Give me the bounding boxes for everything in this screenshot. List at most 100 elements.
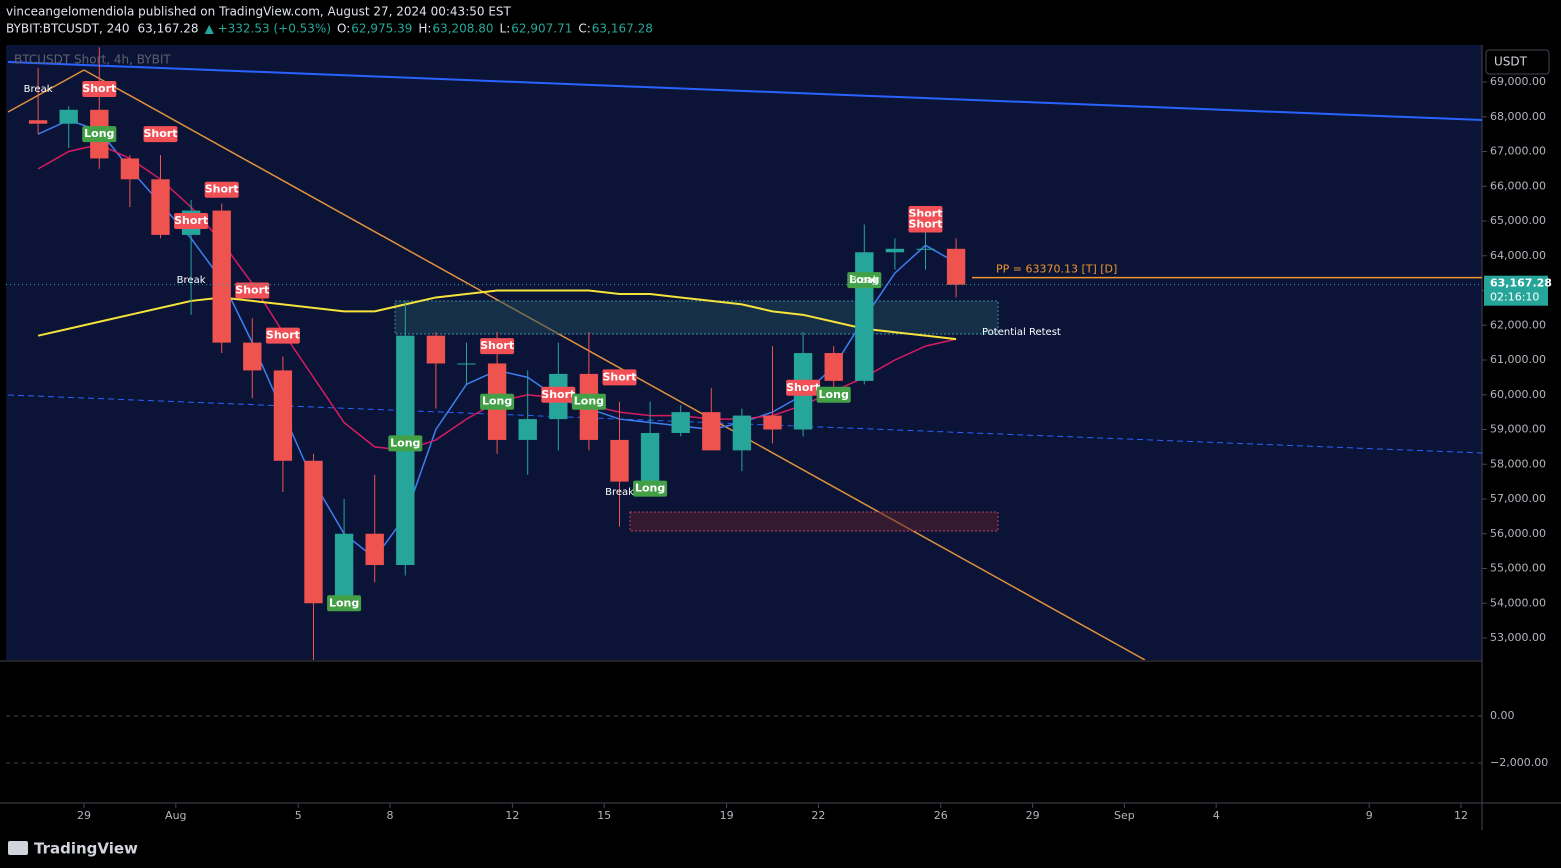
signal-box <box>82 80 117 97</box>
y-tick-label: 62,000.00 <box>1490 318 1546 331</box>
candle-body <box>763 415 782 430</box>
signal-label: Short <box>174 214 208 227</box>
currency-box <box>1485 49 1550 75</box>
signal-label: Short <box>266 329 300 342</box>
macd-tick-label: 0.00 <box>1490 709 1515 722</box>
candle-body <box>426 335 446 364</box>
header-l-label: L: <box>500 22 511 36</box>
legend: BTCUSDT Short, 4h, BYBIT <box>14 53 171 67</box>
y-tick-label: 67,000.00 <box>1490 145 1546 158</box>
x-tick-label: 15 <box>597 809 611 822</box>
y-tick-label: 58,000.00 <box>1490 457 1546 470</box>
header-c-label: C: <box>578 22 590 36</box>
candle-body <box>59 109 78 124</box>
x-tick-label: Aug <box>165 809 186 822</box>
signal-box <box>82 126 117 143</box>
y-tick-label: 57,000.00 <box>1490 492 1546 505</box>
y-tick-label: 53,000.00 <box>1490 631 1546 644</box>
signal-box <box>602 369 637 386</box>
break-label: Break <box>605 487 634 498</box>
y-tick-label: 61,000.00 <box>1490 353 1546 366</box>
y-tick-label: 60,000.00 <box>1490 388 1546 401</box>
signal-box <box>204 181 239 198</box>
header-l: 62,907.71 <box>511 22 572 36</box>
published-line: vinceangelomendiola published on Trading… <box>6 5 512 19</box>
signal-box <box>816 386 851 403</box>
x-tick-label: 9 <box>1366 809 1373 822</box>
signal-label: Short <box>82 82 116 95</box>
candle-body <box>28 120 48 124</box>
x-tick-label: 29 <box>77 809 91 822</box>
signal-label: Short <box>786 381 820 394</box>
signal-label: Long <box>390 436 420 449</box>
x-tick-label: 4 <box>1213 809 1220 822</box>
y-tick-label: 56,000.00 <box>1490 527 1546 540</box>
candle-body <box>457 363 476 365</box>
price-tag <box>1484 275 1548 306</box>
candle-body <box>518 419 537 440</box>
signal-box <box>633 480 668 497</box>
x-tick-label: 5 <box>295 809 302 822</box>
candle-body <box>212 210 231 343</box>
signal-box <box>480 338 515 355</box>
signal-box <box>235 282 270 299</box>
y-tick-label: 54,000.00 <box>1490 596 1546 609</box>
signal-label: Short <box>480 339 514 352</box>
signal-box <box>908 216 943 233</box>
signal-label: Long <box>635 482 665 495</box>
candle-body <box>946 248 966 285</box>
y-tick-label: 69,000.00 <box>1490 75 1546 88</box>
x-tick-label: 12 <box>1454 809 1468 822</box>
header-change: ▲ +332.53 (+0.53%) <box>205 22 331 36</box>
y-tick-label: 59,000.00 <box>1490 423 1546 436</box>
signal-label: Long <box>849 273 879 286</box>
zone <box>394 300 999 335</box>
candle-body <box>243 342 262 371</box>
y-tick-label: 55,000.00 <box>1490 562 1546 575</box>
y-tick-label: 65,000.00 <box>1490 214 1546 227</box>
signal-box <box>480 393 515 410</box>
macd-tick-label: −2,000.00 <box>1490 756 1548 769</box>
signal-label: Short <box>909 217 943 230</box>
currency: USDT <box>1494 55 1528 69</box>
header-o-label: O: <box>337 22 350 36</box>
break-label: Break <box>177 275 206 286</box>
x-tick-label: 29 <box>1026 809 1040 822</box>
signal-label: Long <box>574 395 604 408</box>
break-label: Break <box>24 84 53 95</box>
candle-body <box>120 158 140 180</box>
logo-icon <box>8 841 28 855</box>
signal-label: Long <box>84 127 114 140</box>
signal-box <box>786 379 821 396</box>
candle-body <box>273 370 293 461</box>
price-tag-countdown: 02:16:10 <box>1490 291 1539 304</box>
candle-body <box>885 248 905 253</box>
candle-body <box>855 252 874 381</box>
signal-label: Short <box>205 183 239 196</box>
signal-label: Long <box>329 596 359 609</box>
candle-body <box>365 533 384 566</box>
signal-label: Short <box>541 388 575 401</box>
signal-label: Long <box>482 395 512 408</box>
signal-box <box>571 393 606 410</box>
header-c: 63,167.28 <box>592 22 653 36</box>
candle-body <box>671 412 690 433</box>
candle-body <box>702 412 721 451</box>
price-pane <box>6 45 1482 660</box>
y-tick-label: 68,000.00 <box>1490 110 1546 123</box>
trend-line <box>83 69 1146 660</box>
signal-box <box>265 327 300 344</box>
y-tick-label: 66,000.00 <box>1490 179 1546 192</box>
candle-body <box>151 179 170 235</box>
trend-line <box>7 394 1482 454</box>
signal-box <box>143 126 178 143</box>
header-o: 62,975.39 <box>351 22 412 36</box>
footer-logo: TradingView <box>34 840 138 858</box>
signal-label: Long <box>819 388 849 401</box>
candle-body <box>610 439 629 482</box>
annotation: Potential Retest <box>982 327 1061 338</box>
trend-line <box>7 61 1482 121</box>
signal-label: Short <box>144 127 178 140</box>
signal-box <box>327 595 362 612</box>
